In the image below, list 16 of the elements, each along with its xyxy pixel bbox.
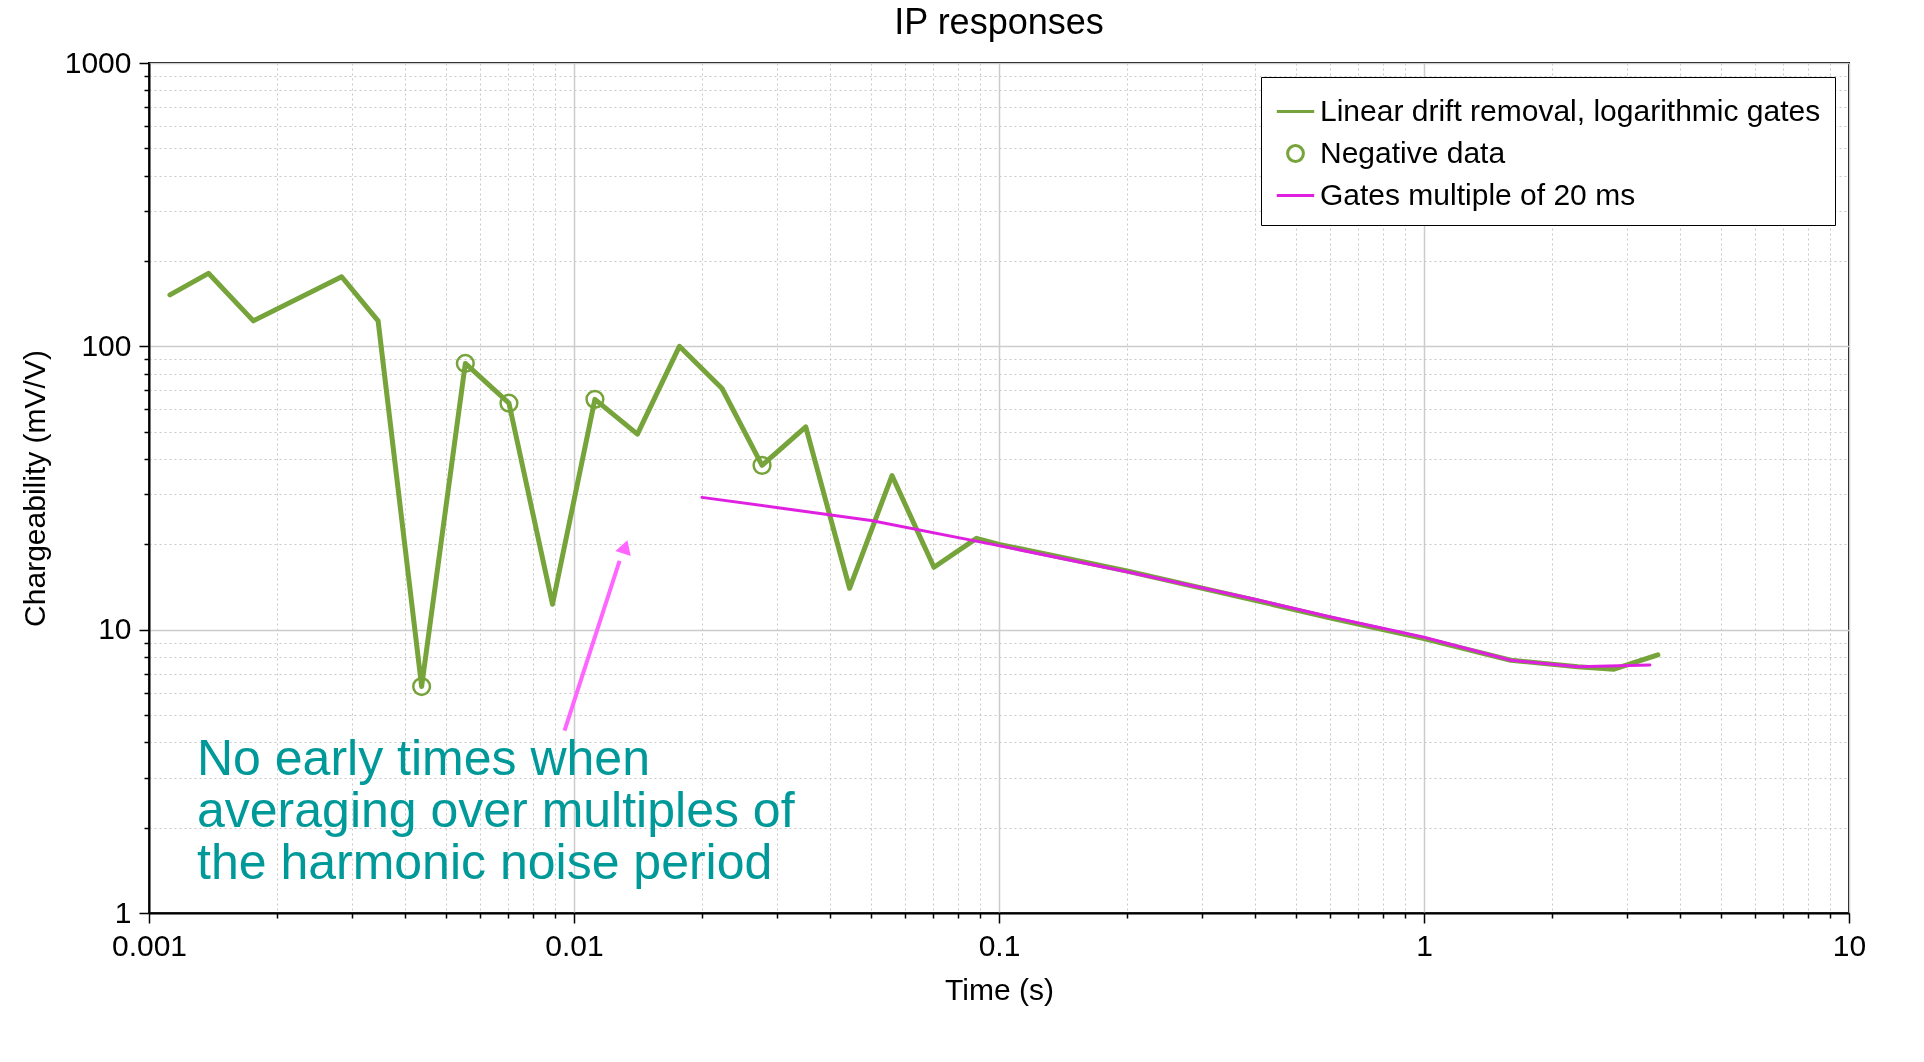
y-tick-label: 100: [81, 328, 132, 362]
x-tick-label: 0.1: [978, 928, 1021, 962]
y-tick-label: 1: [114, 895, 132, 929]
legend-label: Negative data: [1320, 135, 1506, 169]
x-tick-label: 1: [1416, 928, 1433, 962]
legend-label: Gates multiple of 20 ms: [1320, 177, 1636, 211]
x-tick-label: 0.001: [111, 928, 188, 962]
annotation: No early times when averaging over multiples of the harmonic noise period: [197, 730, 795, 890]
y-tick-label: 10: [98, 612, 132, 646]
y-axis-title: Chargeability (mV/V): [17, 350, 51, 627]
chart-title: IP responses: [894, 1, 1104, 42]
x-tick-label: 10: [1832, 928, 1867, 962]
x-tick-label: 0.01: [545, 928, 604, 962]
legend-label: Linear drift removal, logarithmic gates: [1320, 93, 1821, 127]
y-tick-label: 1000: [64, 45, 132, 79]
x-axis-title: Time (s): [945, 972, 1054, 1006]
